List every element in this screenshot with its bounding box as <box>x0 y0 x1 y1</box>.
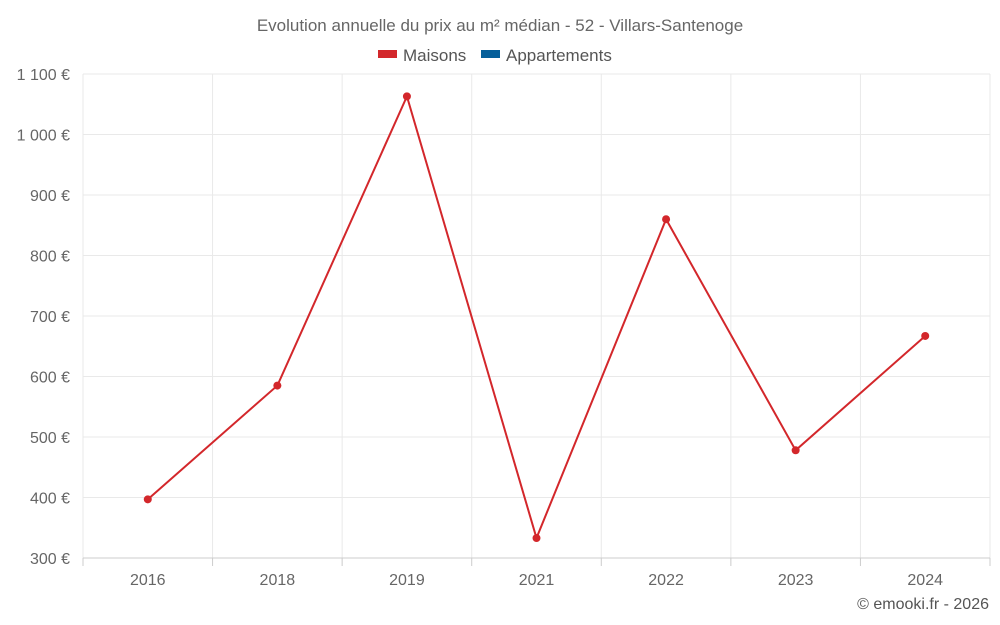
data-point[interactable] <box>273 381 282 390</box>
series-line-maisons <box>147 93 926 542</box>
data-point[interactable] <box>143 495 152 504</box>
x-tick-label: 2021 <box>519 572 555 589</box>
y-tick-label: 400 € <box>30 491 70 508</box>
x-axis: 2016 2018 2019 2021 2022 2023 2024 <box>82 557 991 589</box>
y-tick-label: 300 € <box>30 551 70 568</box>
data-point[interactable] <box>532 534 541 543</box>
y-tick-label: 800 € <box>30 249 70 266</box>
legend-swatch-maisons[interactable] <box>378 50 397 58</box>
y-tick-label: 600 € <box>30 370 70 387</box>
data-point[interactable] <box>402 92 411 101</box>
y-tick-label: 1 100 € <box>17 67 70 84</box>
y-axis: 300 € 400 € 500 € 600 € 700 € 800 € 900 € 1 000… <box>17 67 70 568</box>
legend-label-maisons[interactable]: Maisons <box>403 46 466 65</box>
x-tick-label: 2016 <box>130 572 166 589</box>
gridlines <box>82 73 991 558</box>
data-point[interactable] <box>921 331 930 340</box>
y-tick-label: 500 € <box>30 430 70 447</box>
credit-text: © emooki.fr - 2026 <box>857 596 989 613</box>
x-tick-label: 2022 <box>648 572 684 589</box>
y-tick-label: 700 € <box>30 309 70 326</box>
legend-label-appartements[interactable]: Appartements <box>506 46 612 65</box>
data-point[interactable] <box>662 215 671 224</box>
y-tick-label: 900 € <box>30 188 70 205</box>
x-tick-label: 2024 <box>907 572 943 589</box>
series-maisons <box>143 92 930 543</box>
legend-swatch-appartements[interactable] <box>481 50 500 58</box>
x-tick-label: 2018 <box>260 572 296 589</box>
x-tick-label: 2019 <box>389 572 425 589</box>
y-tick-label: 1 000 € <box>17 128 70 145</box>
chart-title: Evolution annuelle du prix au m² médian … <box>257 16 743 35</box>
x-tick-label: 2023 <box>778 572 814 589</box>
legend: Maisons Appartements <box>378 46 612 65</box>
data-point[interactable] <box>791 446 800 455</box>
